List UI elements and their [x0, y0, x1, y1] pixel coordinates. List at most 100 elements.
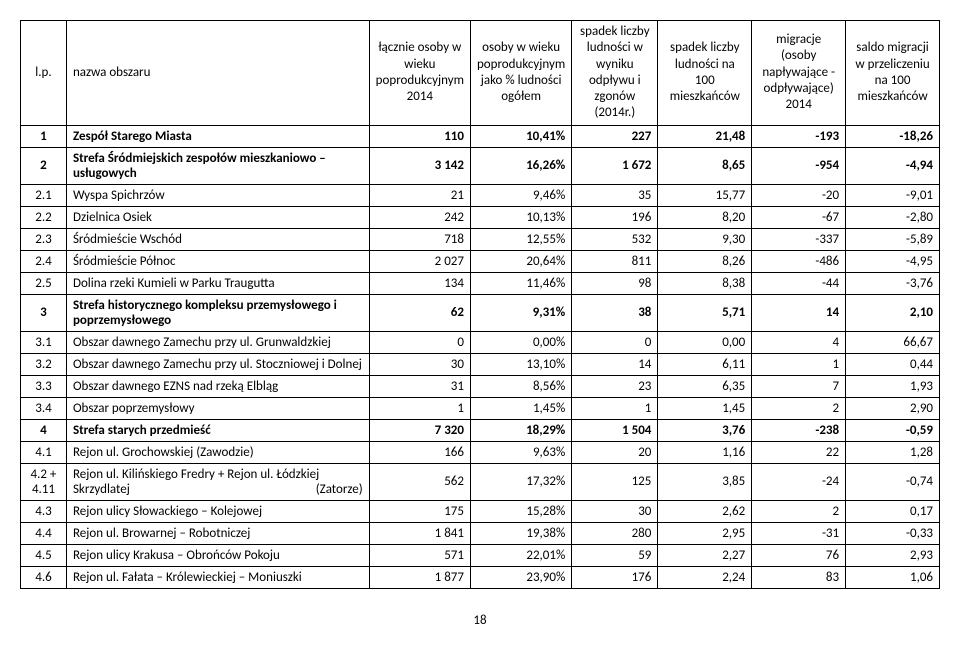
cell-value: -67 [752, 206, 846, 228]
cell-value: 1 672 [572, 147, 658, 184]
cell-value: 9,46% [470, 184, 571, 206]
cell-value: 15,28% [470, 500, 571, 522]
cell-value: -954 [752, 147, 846, 184]
cell-value: -486 [752, 250, 846, 272]
table-row: 2.1Wyspa Spichrzów219,46%3515,77-20-9,01 [21, 184, 940, 206]
cell-value: -0,33 [846, 522, 940, 544]
cell-lp: 2.1 [21, 184, 67, 206]
cell-value: -2,80 [846, 206, 940, 228]
cell-value: 6,35 [658, 375, 752, 397]
cell-value: 15,77 [658, 184, 752, 206]
cell-value: 175 [369, 500, 470, 522]
cell-value: -24 [752, 463, 846, 500]
cell-value: 0,44 [846, 353, 940, 375]
cell-lp: 4.5 [21, 544, 67, 566]
cell-name: Zespół Starego Miasta [66, 125, 369, 147]
cell-value: -4,94 [846, 147, 940, 184]
cell-lp: 3.4 [21, 397, 67, 419]
cell-value: 1 841 [369, 522, 470, 544]
table-row: 3.1Obszar dawnego Zamechu przy ul. Grunw… [21, 331, 940, 353]
col-c6: saldo migracji w przeliczeniu na 100 mie… [846, 21, 940, 126]
cell-value: -4,95 [846, 250, 940, 272]
cell-value: 1,45% [470, 397, 571, 419]
cell-value: -20 [752, 184, 846, 206]
cell-value: -18,26 [846, 125, 940, 147]
cell-value: 3,76 [658, 419, 752, 441]
table-row: 4.3Rejon ulicy Słowackiego – Kolejowej17… [21, 500, 940, 522]
cell-value: 17,32% [470, 463, 571, 500]
table-row: 2.4Śródmieście Północ2 02720,64%8118,26-… [21, 250, 940, 272]
cell-value: 21 [369, 184, 470, 206]
cell-lp: 3.3 [21, 375, 67, 397]
cell-value: 22,01% [470, 544, 571, 566]
col-c3: spadek liczby ludności w wyniku odpływu … [572, 21, 658, 126]
table-row: 3.3Obszar dawnego EZNS nad rzeką Elbląg3… [21, 375, 940, 397]
table-row: 4.1Rejon ul. Grochowskiej (Zawodzie)1669… [21, 441, 940, 463]
cell-value: 7 [752, 375, 846, 397]
cell-value: 2,10 [846, 294, 940, 331]
cell-value: 196 [572, 206, 658, 228]
cell-name: Śródmieście Północ [66, 250, 369, 272]
cell-value: 98 [572, 272, 658, 294]
cell-value: -0,59 [846, 419, 940, 441]
cell-value: 30 [369, 353, 470, 375]
cell-value: 59 [572, 544, 658, 566]
cell-name: Dolina rzeki Kumieli w Parku Traugutta [66, 272, 369, 294]
cell-value: 20 [572, 441, 658, 463]
col-c4: spadek liczby ludności na 100 mieszkańcó… [658, 21, 752, 126]
cell-lp: 2 [21, 147, 67, 184]
cell-value: -3,76 [846, 272, 940, 294]
cell-value: -5,89 [846, 228, 940, 250]
cell-value: 5,71 [658, 294, 752, 331]
table-body: 1Zespół Starego Miasta11010,41%22721,48-… [21, 125, 940, 588]
cell-value: 1 504 [572, 419, 658, 441]
cell-value: 2 [752, 500, 846, 522]
cell-value: -337 [752, 228, 846, 250]
cell-value: 2 027 [369, 250, 470, 272]
cell-value: 134 [369, 272, 470, 294]
cell-value: 30 [572, 500, 658, 522]
table-row: 4.4Rejon ul. Browarnej – Robotniczej1 84… [21, 522, 940, 544]
cell-value: -9,01 [846, 184, 940, 206]
cell-value: 2,93 [846, 544, 940, 566]
cell-value: 19,38% [470, 522, 571, 544]
cell-value: 38 [572, 294, 658, 331]
cell-value: 242 [369, 206, 470, 228]
cell-name: Strefa starych przedmieść [66, 419, 369, 441]
cell-value: 2,27 [658, 544, 752, 566]
cell-value: 2,95 [658, 522, 752, 544]
cell-lp: 2.3 [21, 228, 67, 250]
cell-value: 718 [369, 228, 470, 250]
table-row: 2Strefa Śródmiejskich zespołów mieszkani… [21, 147, 940, 184]
cell-value: 31 [369, 375, 470, 397]
cell-value: 22 [752, 441, 846, 463]
cell-name: Rejon ul. Grochowskiej (Zawodzie) [66, 441, 369, 463]
cell-value: 76 [752, 544, 846, 566]
cell-name: Rejon ulicy Krakusa – Obrońców Pokoju [66, 544, 369, 566]
cell-value: 0 [572, 331, 658, 353]
cell-value: 811 [572, 250, 658, 272]
cell-value: 0,00 [658, 331, 752, 353]
table-row: 3.4Obszar poprzemysłowy11,45%11,4522,90 [21, 397, 940, 419]
data-table: l.p. nazwa obszaru łącznie osoby w wieku… [20, 20, 940, 589]
table-row: 3Strefa historycznego kompleksu przemysł… [21, 294, 940, 331]
cell-name: Dzielnica Osiek [66, 206, 369, 228]
table-row: 1Zespół Starego Miasta11010,41%22721,48-… [21, 125, 940, 147]
cell-lp: 2.5 [21, 272, 67, 294]
cell-value: 20,64% [470, 250, 571, 272]
cell-value: 1 [369, 397, 470, 419]
cell-value: 1 877 [369, 566, 470, 588]
cell-value: 1 [572, 397, 658, 419]
cell-value: 21,48 [658, 125, 752, 147]
cell-value: 1,06 [846, 566, 940, 588]
cell-value: 227 [572, 125, 658, 147]
col-c5: migracje (osoby napływające - odpływając… [752, 21, 846, 126]
cell-value: 2,90 [846, 397, 940, 419]
cell-value: -238 [752, 419, 846, 441]
cell-value: 532 [572, 228, 658, 250]
table-row: 4.6Rejon ul. Fałata – Królewieckiej – Mo… [21, 566, 940, 588]
cell-lp: 3 [21, 294, 67, 331]
table-row: 2.2Dzielnica Osiek24210,13%1968,20-67-2,… [21, 206, 940, 228]
cell-value: 9,30 [658, 228, 752, 250]
col-c1: łącznie osoby w wieku poprodukcyjnym 201… [369, 21, 470, 126]
